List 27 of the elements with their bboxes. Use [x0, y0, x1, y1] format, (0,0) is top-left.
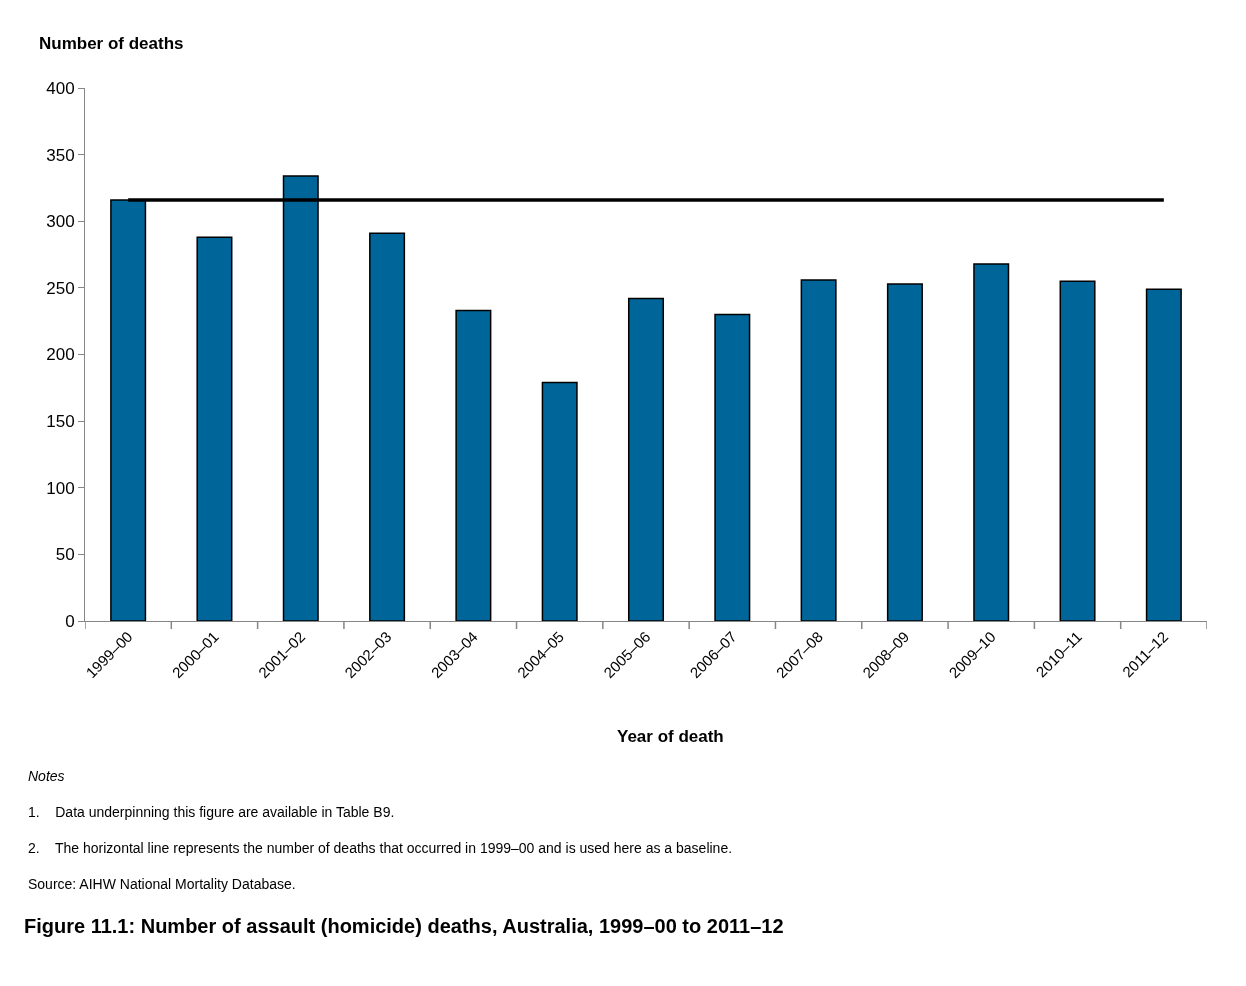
text: Figure 11.1: Number of assault (homicide) deaths, Australia, 1999–00 to 2011–12: [24, 915, 784, 937]
source-note: Source: AIHW National Mortality Database.: [28, 876, 296, 892]
bar: [1059, 280, 1096, 621]
y-tick-label: 0: [65, 611, 75, 631]
bar: [886, 283, 923, 621]
bar: [455, 309, 492, 621]
bar: [627, 297, 665, 621]
bar: [800, 279, 837, 621]
y-tick-label: 200: [46, 345, 75, 365]
bar: [1145, 288, 1182, 621]
y-tick-label: 400: [46, 78, 75, 98]
bar: [369, 232, 406, 621]
bar: [973, 263, 1010, 621]
y-tick-label: 350: [46, 145, 75, 165]
text: Notes: [28, 768, 65, 784]
y-tick-label: 250: [46, 278, 75, 298]
x-axis-title: Year of death: [617, 727, 724, 746]
y-tick-label: 300: [46, 212, 75, 232]
y-tick-label: 150: [46, 412, 75, 432]
bar: [714, 313, 751, 621]
y-tick-label: 100: [46, 478, 75, 498]
text: 2. The horizontal line represents the number of deaths that occurred in 1999–00 and is used here as a baseline.: [28, 840, 733, 856]
y-axis-title: Number of deaths: [39, 34, 184, 53]
text: 1. Data underpinning this figure are available in Table B9.: [28, 804, 395, 820]
bar: [196, 236, 233, 621]
y-tick-label: 50: [55, 545, 75, 565]
bar: [541, 381, 578, 621]
